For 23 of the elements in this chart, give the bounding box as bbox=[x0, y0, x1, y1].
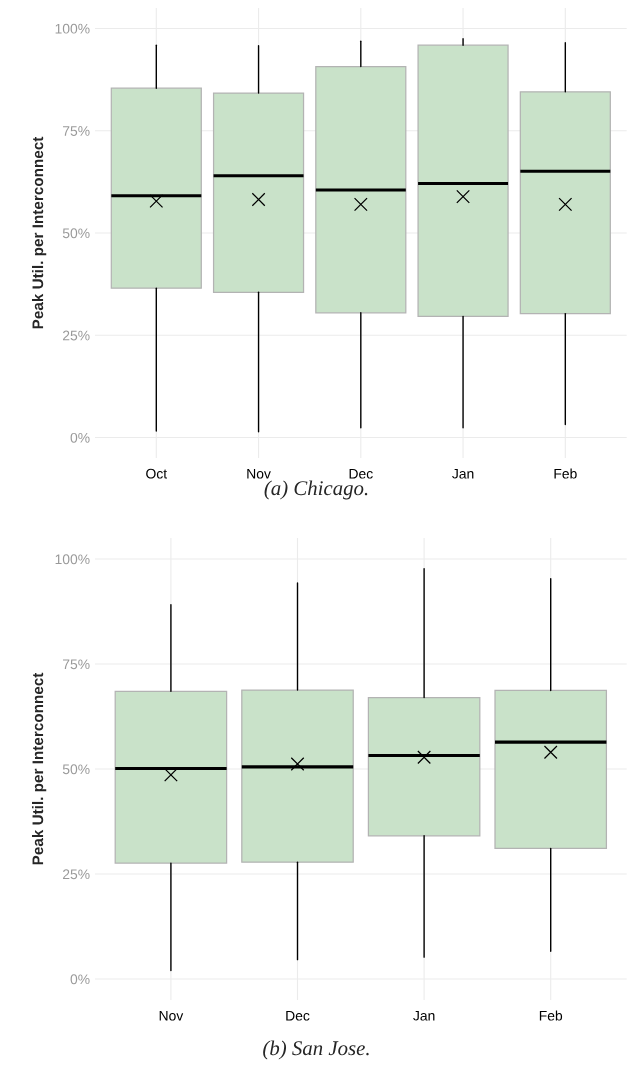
x-tick-label: Jan bbox=[452, 468, 474, 479]
x-tick-label: Feb bbox=[539, 1010, 563, 1021]
text: (a) Chicago. bbox=[264, 480, 368, 500]
y-tick-label: 25% bbox=[62, 869, 90, 880]
x-tick-label: Nov bbox=[159, 1010, 184, 1021]
x-tick-label: Dec bbox=[349, 468, 373, 479]
y-tick-label: 50% bbox=[62, 228, 90, 239]
y-axis-title: Peak Util. per Interconnect bbox=[31, 136, 47, 329]
y-tick-label: 0% bbox=[70, 432, 90, 443]
x-tick-label: Nov bbox=[247, 468, 271, 479]
x-tick-label: Feb bbox=[554, 468, 577, 479]
y-tick-label: 100% bbox=[55, 23, 90, 34]
y-tick-label: 75% bbox=[63, 126, 90, 136]
y-tick-label: 75% bbox=[63, 659, 90, 670]
y-axis-title: Peak Util. per Interconnect bbox=[31, 672, 47, 865]
y-tick-label: 0% bbox=[70, 974, 90, 985]
x-tick-label: Jan bbox=[413, 1010, 435, 1021]
text: (b) San Jose. bbox=[263, 1040, 369, 1060]
x-tick-label: Dec bbox=[286, 1010, 310, 1021]
y-tick-label: 100% bbox=[55, 554, 90, 565]
x-tick-label: Oct bbox=[146, 468, 167, 479]
y-tick-label: 25% bbox=[62, 330, 90, 341]
y-tick-label: 50% bbox=[62, 764, 90, 775]
